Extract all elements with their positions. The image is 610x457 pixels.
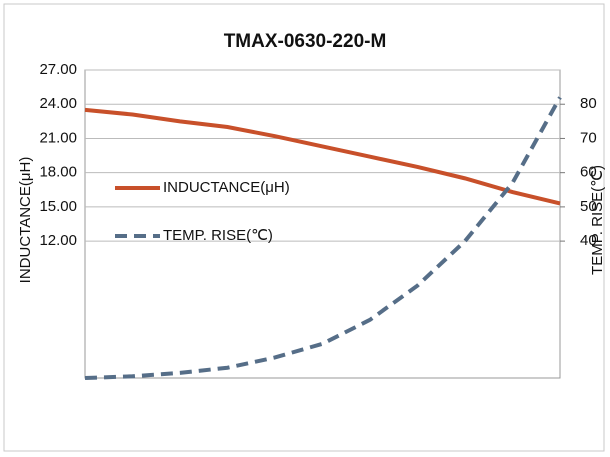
legend-label: TEMP. RISE(℃) — [163, 227, 273, 244]
y2-axis-label: TEMP. RISE(℃) — [589, 165, 606, 275]
y-tick-label: 12.00 — [39, 232, 77, 249]
y2-tick-label: 40 — [580, 232, 597, 249]
chart-title: TMAX-0630-220-M — [224, 31, 387, 52]
y2-tick-label: 60 — [580, 164, 597, 181]
legend-label: INDUCTANCE(μH) — [163, 179, 290, 196]
y-tick-label: 21.00 — [39, 129, 77, 146]
y2-tick-label: 80 — [580, 95, 597, 112]
y2-tick-label: 50 — [580, 198, 597, 215]
y-tick-label: 27.00 — [39, 61, 77, 78]
y-tick-label: 18.00 — [39, 164, 77, 181]
y-axis-label: INDUCTANCE(μH) — [17, 157, 34, 284]
y-tick-label: 15.00 — [39, 198, 77, 215]
series-line — [84, 107, 561, 206]
series-line — [84, 96, 562, 380]
y-tick-label: 24.00 — [39, 95, 77, 112]
y2-tick-label: 70 — [580, 129, 597, 146]
